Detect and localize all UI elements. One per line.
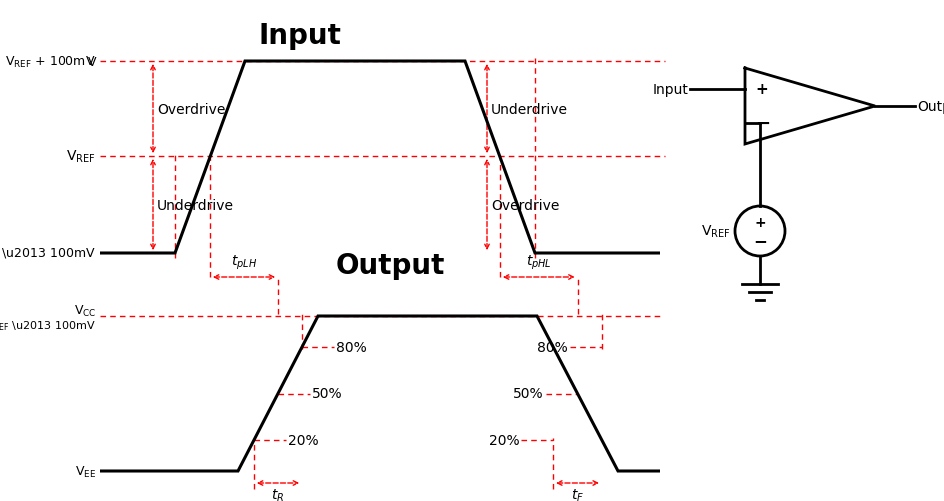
Text: +: + xyxy=(754,215,766,229)
Text: $\mathregular{V_{EE}}$: $\mathregular{V_{EE}}$ xyxy=(75,463,96,478)
Text: 80%: 80% xyxy=(537,340,567,354)
Text: V: V xyxy=(88,56,96,68)
Text: 20%: 20% xyxy=(288,433,319,447)
Text: 50%: 50% xyxy=(312,387,343,401)
Text: Underdrive: Underdrive xyxy=(491,102,568,116)
Text: $\mathregular{V_{REF}}$ \u2013 100mV: $\mathregular{V_{REF}}$ \u2013 100mV xyxy=(0,246,96,261)
Text: −: − xyxy=(755,115,770,133)
Text: $\mathregular{V_{REF}}$ \u2013 100mV: $\mathregular{V_{REF}}$ \u2013 100mV xyxy=(0,319,96,332)
Text: $\mathregular{V_{REF}}$ + 100mV: $\mathregular{V_{REF}}$ + 100mV xyxy=(6,54,96,70)
Text: $t_F$: $t_F$ xyxy=(571,487,584,501)
Text: $\mathregular{V_{CC}}$: $\mathregular{V_{CC}}$ xyxy=(74,303,96,318)
Text: −: − xyxy=(753,231,767,249)
Text: Input: Input xyxy=(259,22,342,50)
Text: Output: Output xyxy=(917,100,944,114)
Text: 20%: 20% xyxy=(489,433,519,447)
Text: $\mathregular{V_{REF}}$: $\mathregular{V_{REF}}$ xyxy=(66,148,96,165)
Text: Underdrive: Underdrive xyxy=(157,198,234,212)
Text: +: + xyxy=(755,82,767,97)
Text: Overdrive: Overdrive xyxy=(491,198,560,212)
Text: Output: Output xyxy=(335,252,445,280)
Text: $t_R$: $t_R$ xyxy=(271,487,285,501)
Text: $\mathregular{V_{REF}}$: $\mathregular{V_{REF}}$ xyxy=(701,223,731,239)
Text: $t_{pHL}$: $t_{pHL}$ xyxy=(526,253,551,272)
Text: $t_{pLH}$: $t_{pLH}$ xyxy=(231,253,257,272)
Text: Input: Input xyxy=(652,83,688,97)
Text: 50%: 50% xyxy=(513,387,544,401)
Text: 80%: 80% xyxy=(336,340,367,354)
Text: Overdrive: Overdrive xyxy=(157,102,226,116)
